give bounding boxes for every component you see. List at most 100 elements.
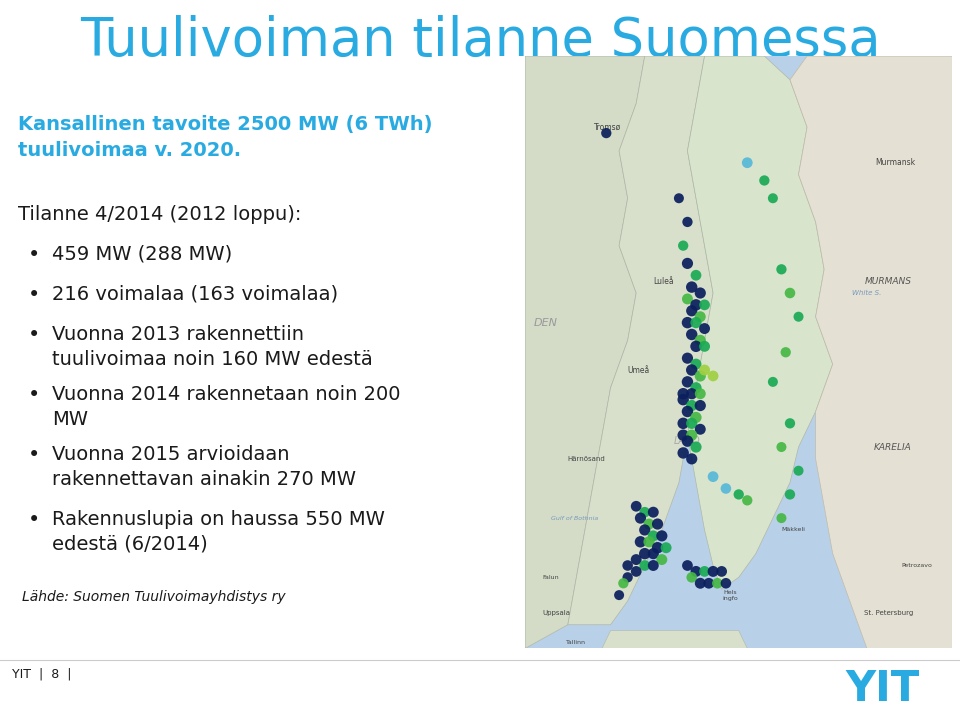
Point xyxy=(692,400,708,411)
Point xyxy=(676,447,691,458)
Text: Lähde: Suomen Tuulivoimayhdistys ry: Lähde: Suomen Tuulivoimayhdistys ry xyxy=(22,590,286,604)
Point xyxy=(633,536,648,547)
Point xyxy=(629,554,644,565)
Point xyxy=(645,530,660,541)
Point xyxy=(718,578,733,589)
Point xyxy=(629,566,644,577)
Point xyxy=(692,335,708,346)
Text: 216 voimalaa (163 voimalaa): 216 voimalaa (163 voimalaa) xyxy=(52,285,338,304)
Point xyxy=(774,442,789,453)
Point xyxy=(676,240,691,251)
Text: YIT: YIT xyxy=(846,668,920,701)
Point xyxy=(620,572,636,583)
Point xyxy=(676,388,691,400)
Point xyxy=(680,560,695,571)
Point xyxy=(778,347,793,358)
Text: Vuonna 2013 rakennettiin
tuulivoimaa noin 160 MW edestä: Vuonna 2013 rakennettiin tuulivoimaa noi… xyxy=(52,325,372,369)
Point xyxy=(692,578,708,589)
Point xyxy=(706,566,721,577)
Point xyxy=(782,418,798,429)
Point xyxy=(688,442,704,453)
Text: Umeå: Umeå xyxy=(628,365,650,374)
Point xyxy=(697,341,712,352)
Text: KARELIA: KARELIA xyxy=(874,442,911,451)
Point xyxy=(688,341,704,352)
Point xyxy=(684,388,700,400)
Text: Tuulivoiman tilanne Suomessa: Tuulivoiman tilanne Suomessa xyxy=(80,15,880,67)
Point xyxy=(739,495,755,506)
Text: 459 MW (288 MW): 459 MW (288 MW) xyxy=(52,245,232,264)
Polygon shape xyxy=(687,56,832,589)
Text: •: • xyxy=(28,285,40,305)
Point xyxy=(697,299,712,311)
Point xyxy=(641,536,657,547)
Point xyxy=(680,435,695,447)
Point xyxy=(676,418,691,429)
Point xyxy=(680,258,695,269)
Point xyxy=(615,578,631,589)
Polygon shape xyxy=(790,56,952,648)
Text: Gulf of Bothnia: Gulf of Bothnia xyxy=(551,516,598,521)
Point xyxy=(620,560,636,571)
Point xyxy=(650,519,665,530)
Point xyxy=(650,542,665,553)
Text: Petrozavo: Petrozavo xyxy=(901,563,932,568)
Point xyxy=(684,454,700,465)
Point xyxy=(697,365,712,376)
Point xyxy=(684,430,700,441)
Point xyxy=(645,560,660,571)
Point xyxy=(641,519,657,530)
Text: Härnösand: Härnösand xyxy=(568,456,606,462)
Point xyxy=(684,572,700,583)
Point xyxy=(637,560,653,571)
Text: DEN: DEN xyxy=(534,318,558,327)
Point xyxy=(637,524,653,536)
Text: Mäkkeli: Mäkkeli xyxy=(781,527,805,533)
Point xyxy=(676,430,691,441)
Text: Vuonna 2014 rakennetaan noin 200
MW: Vuonna 2014 rakennetaan noin 200 MW xyxy=(52,385,400,429)
Point xyxy=(692,370,708,381)
Text: Tilanne 4/2014 (2012 loppu):: Tilanne 4/2014 (2012 loppu): xyxy=(18,205,301,224)
Text: Tallinn: Tallinn xyxy=(566,640,587,645)
Text: Hels
ingfo: Hels ingfo xyxy=(722,590,738,601)
Point xyxy=(684,282,700,293)
Text: •: • xyxy=(28,445,40,465)
Text: •: • xyxy=(28,385,40,405)
Point xyxy=(680,293,695,304)
Text: MURMANS: MURMANS xyxy=(865,277,912,286)
Point xyxy=(612,590,627,601)
Point xyxy=(684,329,700,340)
Point xyxy=(732,489,747,500)
Text: Rakennuslupia on haussa 550 MW
edestä (6/2014): Rakennuslupia on haussa 550 MW edestä (6… xyxy=(52,510,385,554)
Point xyxy=(637,548,653,559)
Text: •: • xyxy=(28,325,40,345)
Point xyxy=(654,554,669,565)
Text: Falun: Falun xyxy=(542,575,559,580)
Point xyxy=(637,507,653,518)
Point xyxy=(774,512,789,524)
Polygon shape xyxy=(568,56,713,625)
Point xyxy=(629,501,644,512)
Point xyxy=(739,157,755,168)
Point xyxy=(697,323,712,334)
Point xyxy=(756,175,772,186)
Point xyxy=(671,193,686,204)
Point xyxy=(688,299,704,311)
Point xyxy=(692,423,708,435)
Point xyxy=(774,264,789,275)
Polygon shape xyxy=(525,56,645,648)
Point xyxy=(697,566,712,577)
Text: •: • xyxy=(28,510,40,530)
Point xyxy=(680,217,695,228)
Point xyxy=(701,578,716,589)
Point xyxy=(680,406,695,417)
Text: LAND: LAND xyxy=(674,436,701,446)
Point xyxy=(714,566,730,577)
Point xyxy=(782,489,798,500)
Point xyxy=(599,128,614,139)
Point xyxy=(684,365,700,376)
Point xyxy=(680,353,695,364)
Polygon shape xyxy=(602,631,747,648)
Text: Murmansk: Murmansk xyxy=(876,158,916,168)
Text: •: • xyxy=(28,245,40,265)
